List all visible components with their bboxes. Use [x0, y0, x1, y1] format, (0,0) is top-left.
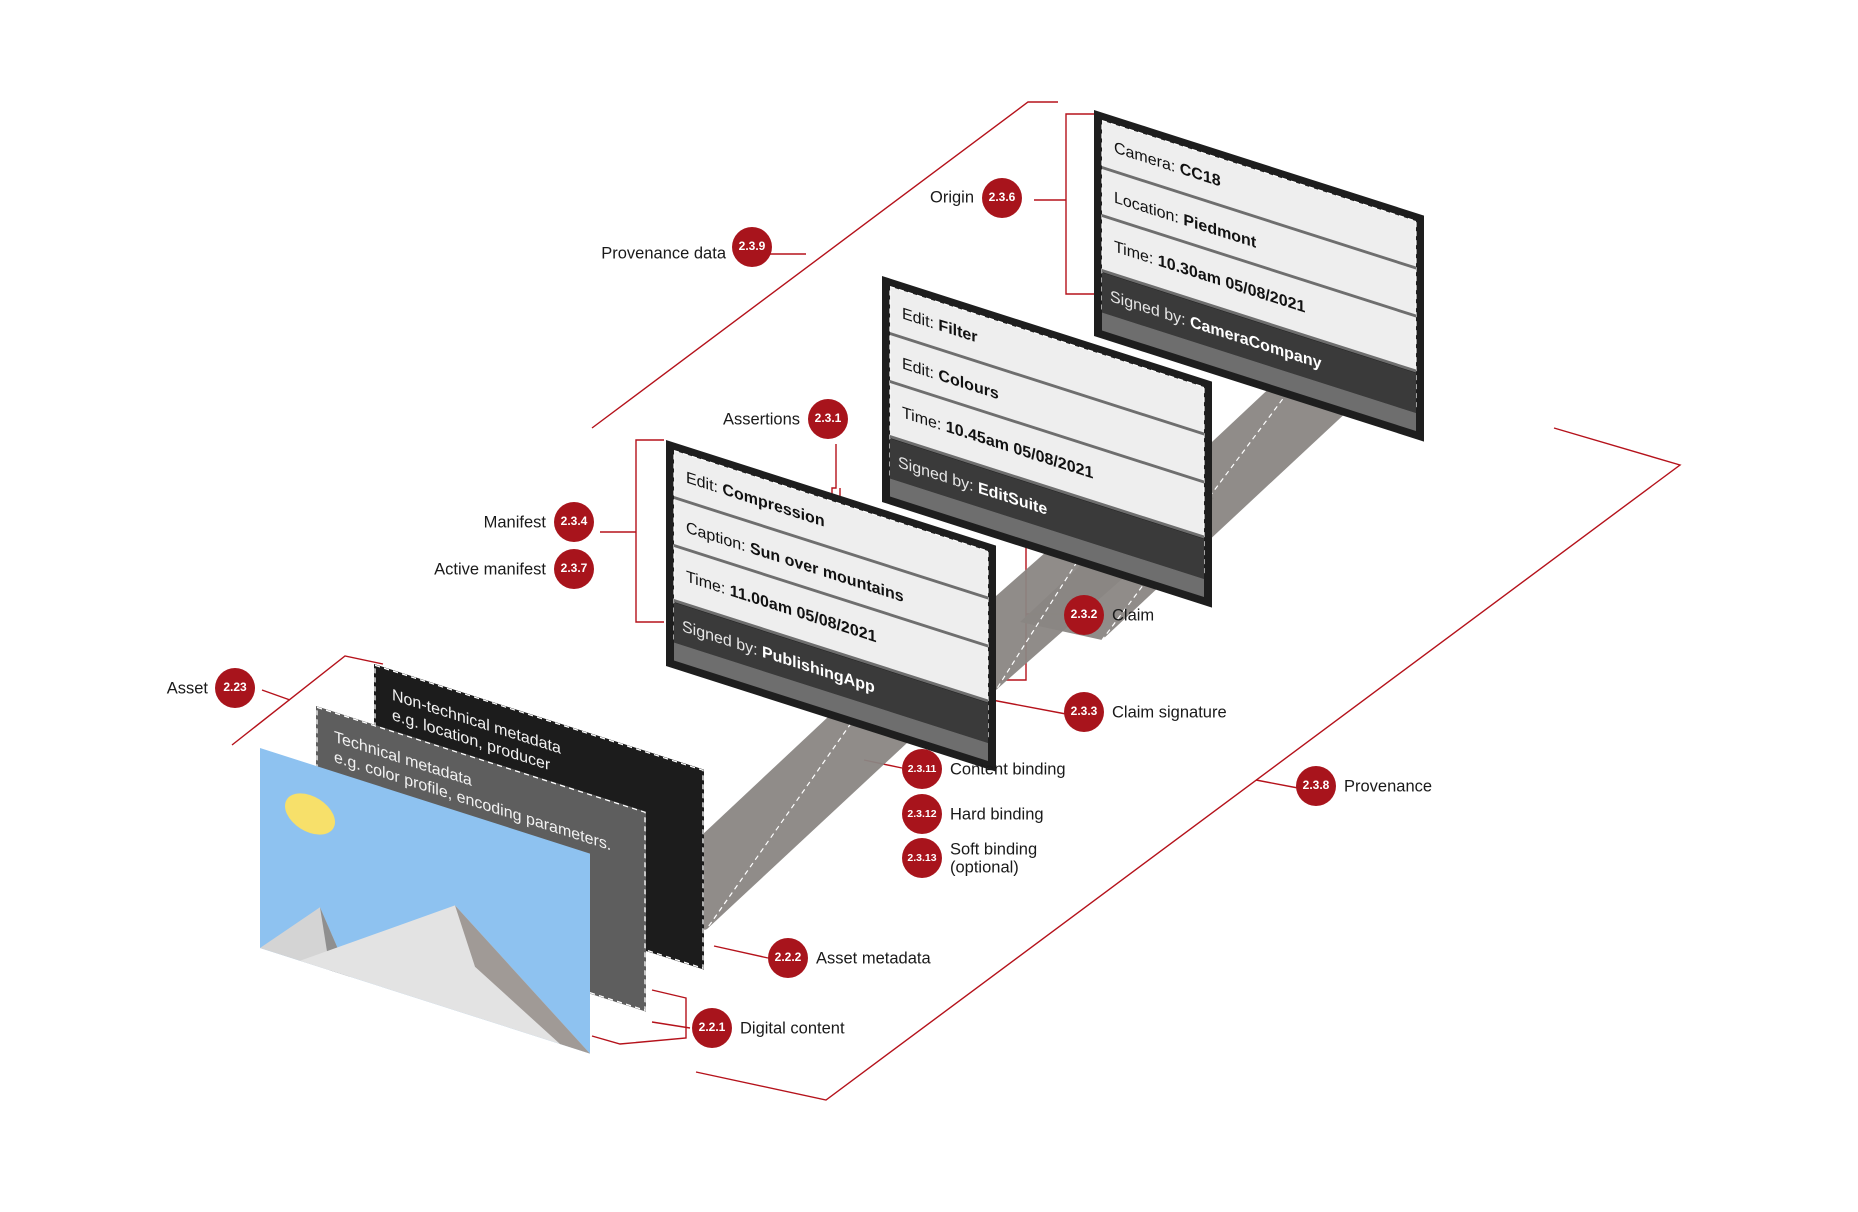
label-text: Provenance data — [601, 244, 727, 262]
label-text: Provenance — [1344, 777, 1432, 795]
row-divider — [674, 544, 988, 648]
row-divider — [890, 435, 1204, 539]
provenance-data-outline — [591, 101, 1058, 429]
badge — [982, 178, 1022, 218]
row-divider — [674, 599, 988, 703]
asset-metadata-leader — [713, 945, 769, 959]
digital-content-leader — [651, 1021, 691, 1029]
badge — [732, 227, 772, 267]
origin-bracket — [1065, 113, 1094, 295]
badge — [1296, 766, 1336, 806]
signature-band — [674, 602, 988, 744]
badge — [808, 399, 848, 439]
badge-number: 2.3.4 — [561, 514, 588, 528]
badge — [902, 794, 942, 834]
badge-number: 2.3.7 — [561, 561, 588, 575]
label-digital-content: 2.2.1 Digital content — [692, 1008, 845, 1048]
label-assertions: Assertions 2.3.1 — [723, 399, 848, 439]
label-text: Soft binding — [950, 840, 1037, 858]
badge-number: 2.23 — [223, 680, 247, 694]
label-text: Active manifest — [434, 560, 546, 578]
asset-outline — [231, 655, 384, 746]
badge-number: 2.3.8 — [1303, 778, 1330, 792]
mountain-large — [300, 905, 590, 1054]
row-divider — [890, 332, 1204, 436]
claim-band — [674, 642, 988, 762]
card-body — [890, 286, 1204, 538]
row-divider — [1102, 166, 1416, 270]
manifest-bracket — [635, 439, 664, 623]
asset-leader — [261, 689, 291, 701]
digital-content-bracket — [591, 989, 687, 1045]
label-text: Content binding — [950, 760, 1066, 778]
layer-dashed-border — [374, 664, 704, 970]
card-body — [674, 450, 988, 702]
manifest-card-edit: Edit: Filter Edit: Colours Time: 10.45am… — [882, 276, 1212, 608]
label-text: Hard binding — [950, 805, 1044, 823]
label-active-manifest: Active manifest 2.3.7 — [434, 549, 594, 589]
badge — [692, 1008, 732, 1048]
label-text-line2: (optional) — [950, 858, 1019, 876]
label-text: Asset — [167, 679, 209, 697]
layer-dashed-border — [316, 706, 646, 1012]
row-divider — [674, 496, 988, 600]
badge-number: 2.3.9 — [739, 239, 766, 253]
manifest-card-publishing: Edit: Compression Caption: Sun over moun… — [666, 440, 996, 772]
badge-number: 2.3.6 — [989, 190, 1016, 204]
label-text: Claim — [1112, 606, 1154, 624]
label-asset-metadata: 2.2.2 Asset metadata — [768, 938, 931, 978]
sun-icon — [285, 793, 335, 835]
bracket-lines — [231, 101, 1682, 1101]
label-text: Claim signature — [1112, 703, 1227, 721]
badge — [902, 838, 942, 878]
badge-number: 2.3.12 — [907, 808, 936, 820]
label-content-binding: 2.3.11 Content binding — [902, 749, 1066, 789]
label-text: Digital content — [740, 1019, 845, 1037]
label-text: Asset metadata — [816, 949, 931, 967]
provenance-outline — [695, 427, 1682, 1101]
label-text: Assertions — [723, 410, 800, 428]
label-manifest: Manifest 2.3.4 — [484, 502, 594, 542]
label-claim-signature: 2.3.3 Claim signature — [1064, 692, 1227, 732]
beam-edge — [995, 477, 1131, 691]
claim-band — [1102, 312, 1416, 432]
claim-band — [890, 478, 1204, 598]
digital-content-image — [260, 748, 590, 1054]
label-claim: 2.3.2 Claim — [1064, 595, 1154, 635]
badge — [768, 938, 808, 978]
badge — [1064, 692, 1104, 732]
badge-number: 2.3.3 — [1071, 704, 1098, 718]
label-asset: Asset 2.23 — [167, 668, 255, 708]
badge-number: 2.3.11 — [908, 763, 937, 775]
manifest-card-origin: Camera: CC18 Location: Piedmont Time: 10… — [1094, 110, 1424, 442]
card-body — [1102, 120, 1416, 372]
provenance-leader — [1255, 779, 1299, 789]
label-origin: Origin 2.3.6 — [930, 178, 1022, 218]
signature-band — [1102, 272, 1416, 414]
label-soft-binding: 2.3.13 Soft binding (optional) — [902, 838, 1037, 878]
label-text: Manifest — [484, 513, 547, 531]
label-hard-binding: 2.3.12 Hard binding — [902, 794, 1044, 834]
badge-number: 2.2.2 — [775, 950, 802, 964]
label-text: Origin — [930, 188, 974, 206]
badge — [902, 749, 942, 789]
row-divider — [1102, 269, 1416, 373]
claim-signature-leader — [991, 699, 1067, 715]
badge-number: 2.3.1 — [815, 411, 842, 425]
row-divider — [890, 380, 1204, 484]
badge — [1064, 595, 1104, 635]
signature-band — [890, 438, 1204, 580]
badge-number: 2.3.2 — [1071, 607, 1098, 621]
row-divider — [1102, 214, 1416, 318]
badge-number: 2.2.1 — [699, 1020, 726, 1034]
badge-number: 2.3.13 — [907, 852, 936, 864]
badge — [554, 502, 594, 542]
label-provenance: 2.3.8 Provenance — [1296, 766, 1432, 806]
badge — [554, 549, 594, 589]
label-provenance-data: Provenance data 2.3.9 — [601, 227, 772, 267]
badge — [215, 668, 255, 708]
